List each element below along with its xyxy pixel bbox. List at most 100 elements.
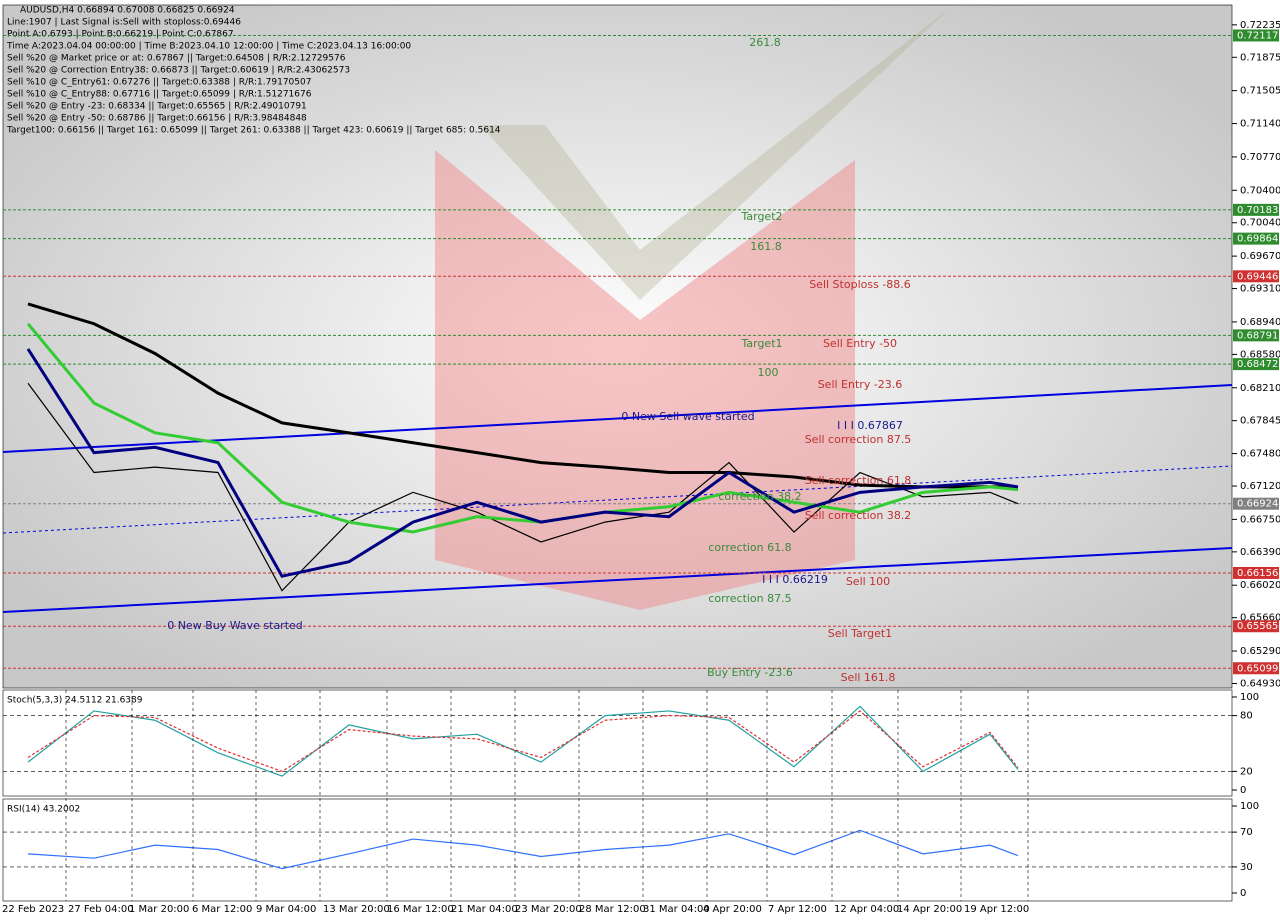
x-tick-label: 22 Feb 2023 — [2, 904, 64, 915]
series-line — [26, 348, 1019, 578]
price-box — [1233, 329, 1279, 342]
info-line: Point A:0.6793 | Point B:0.66219 | Point… — [7, 30, 234, 40]
chart-title: AUDUSD,H4 0.66894 0.67008 0.66825 0.6692… — [20, 6, 235, 16]
annotation: Target2 — [740, 210, 782, 223]
trend-line — [2, 465, 1233, 534]
y-tick-label: 20 — [1240, 766, 1253, 777]
panel-title: Stoch(5,3,3) 24.5112 21.6389 — [7, 696, 143, 706]
x-tick-label: 16 Mar 12:00 — [387, 904, 454, 915]
price-label: 0.68791 — [1237, 330, 1278, 341]
y-tick-label: 0.65290 — [1240, 646, 1280, 657]
info-line: Line:1907 | Last Signal is:Sell with sto… — [7, 18, 241, 28]
y-tick-label: 80 — [1240, 711, 1253, 722]
annotation: Sell Entry -50 — [823, 337, 897, 350]
annotation: correction 38.2 — [718, 490, 801, 503]
x-tick-label: 28 Mar 12:00 — [579, 904, 646, 915]
stoch-panel — [2, 689, 1233, 797]
annotation: Sell correction 38.2 — [805, 509, 912, 522]
x-tick-label: 4 Apr 20:00 — [703, 904, 762, 915]
annotation: 261.8 — [749, 36, 781, 49]
price-box — [1233, 270, 1279, 283]
annotation: Target1 — [740, 337, 782, 350]
annotation: I I I 0.66219 — [762, 573, 828, 586]
annotation: 0 New Sell wave started — [621, 410, 754, 423]
y-tick-label: 0.70770 — [1240, 152, 1280, 163]
x-tick-label: 12 Apr 04:00 — [834, 904, 899, 915]
x-tick-label: 7 Apr 12:00 — [768, 904, 827, 915]
annotation: Sell correction 61.8 — [805, 474, 912, 487]
y-tick-label: 0.70400 — [1240, 185, 1280, 196]
price-box — [1233, 620, 1279, 633]
info-line: Target100: 0.66156 || Target 161: 0.6509… — [6, 126, 501, 136]
info-line: Sell %20 @ Entry -50: 0.68786 || Target:… — [7, 114, 307, 124]
price-box — [1233, 358, 1279, 371]
y-tick-label: 0.66390 — [1240, 547, 1280, 558]
info-line: Time A:2023.04.04 00:00:00 | Time B:2023… — [6, 42, 411, 52]
price-box — [1233, 497, 1279, 510]
price-box — [1233, 203, 1279, 216]
x-tick-label: 14 Apr 20:00 — [897, 904, 962, 915]
x-tick-label: 31 Mar 04:00 — [643, 904, 710, 915]
x-tick-label: 23 Mar 20:00 — [515, 904, 582, 915]
price-label: 0.68472 — [1237, 359, 1278, 370]
info-line: Sell %20 @ Market price or at: 0.67867 |… — [7, 54, 346, 64]
annotation: Buy Entry -23.6 — [707, 666, 793, 679]
y-tick-label: 100 — [1240, 801, 1259, 812]
price-box — [1233, 232, 1279, 245]
annotation: 161.8 — [750, 240, 782, 253]
y-tick-label: 0.72235 — [1240, 20, 1280, 31]
y-tick-label: 0.67480 — [1240, 449, 1280, 460]
y-tick-label: 0.67845 — [1240, 416, 1280, 427]
y-tick-label: 0.71875 — [1240, 52, 1280, 63]
y-tick-label: 0.68580 — [1240, 349, 1280, 360]
annotation: Sell Target1 — [828, 627, 892, 640]
annotation: I I I 0.67867 — [837, 419, 903, 432]
annotation: Sell correction 87.5 — [805, 433, 912, 446]
price-box — [1233, 566, 1279, 579]
annotation: correction 87.5 — [708, 592, 791, 605]
y-tick-label: 0 — [1240, 888, 1246, 899]
y-tick-label: 0.68210 — [1240, 383, 1280, 394]
y-tick-label: 0.69670 — [1240, 251, 1280, 262]
main-panel — [2, 4, 1233, 689]
price-label: 0.66156 — [1237, 568, 1278, 579]
price-box — [1233, 29, 1279, 42]
price-label: 0.66924 — [1237, 499, 1278, 510]
y-tick-label: 0.68940 — [1240, 317, 1280, 328]
annotation: Sell Entry -23.6 — [818, 378, 903, 391]
info-line: Sell %20 @ Entry -23: 0.68334 || Target:… — [7, 102, 307, 112]
price-box — [1233, 662, 1279, 675]
annotation: 100 — [758, 366, 779, 379]
watermark — [480, 8, 950, 300]
x-tick-label: 9 Mar 04:00 — [256, 904, 316, 915]
annotation: Sell 161.8 — [841, 671, 896, 684]
price-label: 0.72117 — [1237, 30, 1278, 41]
y-tick-label: 0.66750 — [1240, 514, 1280, 525]
panel-title: RSI(14) 43.2002 — [7, 805, 80, 815]
price-label: 0.69446 — [1237, 271, 1278, 282]
price-label: 0.65099 — [1237, 663, 1278, 674]
info-line: Sell %10 @ C_Entry88: 0.67716 || Target:… — [7, 90, 312, 100]
annotation: correction 61.8 — [708, 541, 791, 554]
info-line: Sell %10 @ C_Entry61: 0.67276 || Target:… — [7, 78, 311, 88]
y-tick-label: 0.65660 — [1240, 613, 1280, 624]
y-tick-label: 0.69310 — [1240, 284, 1280, 295]
x-tick-label: 27 Feb 04:00 — [68, 904, 134, 915]
trend-line — [2, 547, 1233, 613]
price-label: 0.65565 — [1237, 621, 1278, 632]
y-tick-label: 0.71505 — [1240, 86, 1280, 97]
y-tick-label: 0 — [1240, 785, 1246, 796]
series-line — [27, 710, 1019, 773]
x-tick-label: 19 Apr 12:00 — [964, 904, 1029, 915]
series-line — [27, 382, 1019, 592]
y-tick-label: 0.70040 — [1240, 218, 1280, 229]
x-tick-label: 1 Mar 20:00 — [129, 904, 189, 915]
price-label: 0.69864 — [1237, 234, 1278, 245]
y-tick-label: 30 — [1240, 862, 1253, 873]
x-tick-label: 21 Mar 04:00 — [451, 904, 518, 915]
annotation: Sell Stoploss -88.6 — [809, 278, 911, 291]
y-tick-label: 100 — [1240, 692, 1259, 703]
price-label: 0.70183 — [1237, 205, 1278, 216]
x-tick-label: 13 Mar 20:00 — [323, 904, 390, 915]
